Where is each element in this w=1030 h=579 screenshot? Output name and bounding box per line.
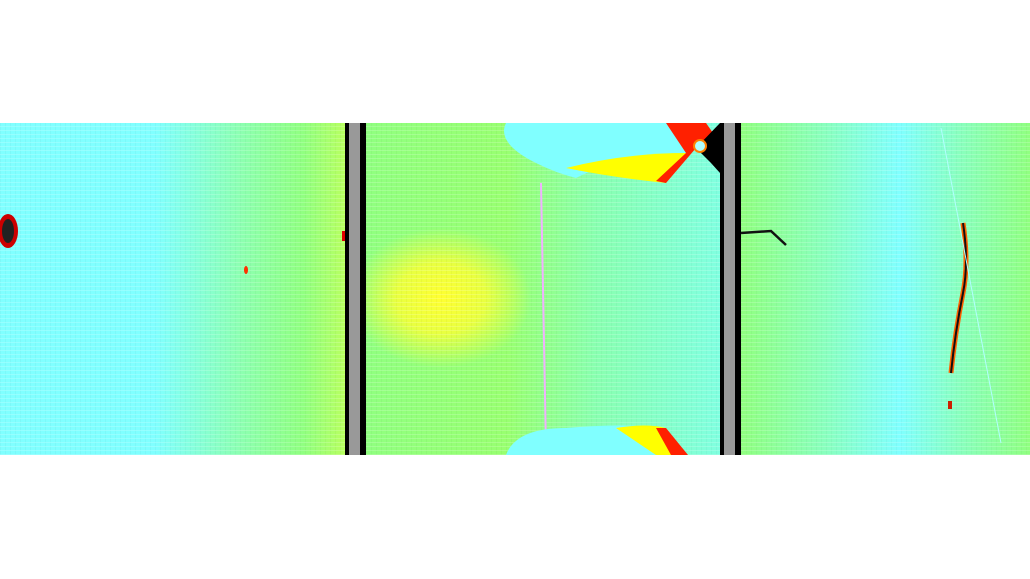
- defect-core: [2, 219, 14, 243]
- notch-top-yellow: [566, 153, 686, 183]
- middle-strain-panel: [366, 123, 720, 455]
- crack-long: [950, 222, 967, 374]
- crack-end-spot: [948, 401, 952, 409]
- right-strain-panel: [741, 123, 1030, 455]
- strain-field-image: [0, 123, 1030, 455]
- notch-bottom-red: [656, 428, 688, 455]
- edge-hotspot: [342, 231, 345, 241]
- grip-divider: [345, 123, 366, 455]
- notch-top-red: [656, 123, 720, 183]
- notch-top-cyan: [504, 123, 696, 178]
- right-panel-features: [741, 127, 1002, 444]
- small-hotspot: [244, 266, 248, 274]
- crack-short: [741, 229, 787, 246]
- vertical-streak: [540, 182, 547, 449]
- left-strain-panel: [0, 123, 345, 455]
- faint-streak: [940, 127, 1002, 444]
- speckle-texture: [741, 123, 1030, 455]
- notch-tip: [693, 139, 707, 153]
- grip-divider: [720, 123, 741, 455]
- middle-panel-features: [504, 123, 720, 455]
- speckle-texture: [0, 123, 345, 455]
- notch-top-black: [696, 123, 720, 173]
- left-panel-features: [0, 214, 345, 274]
